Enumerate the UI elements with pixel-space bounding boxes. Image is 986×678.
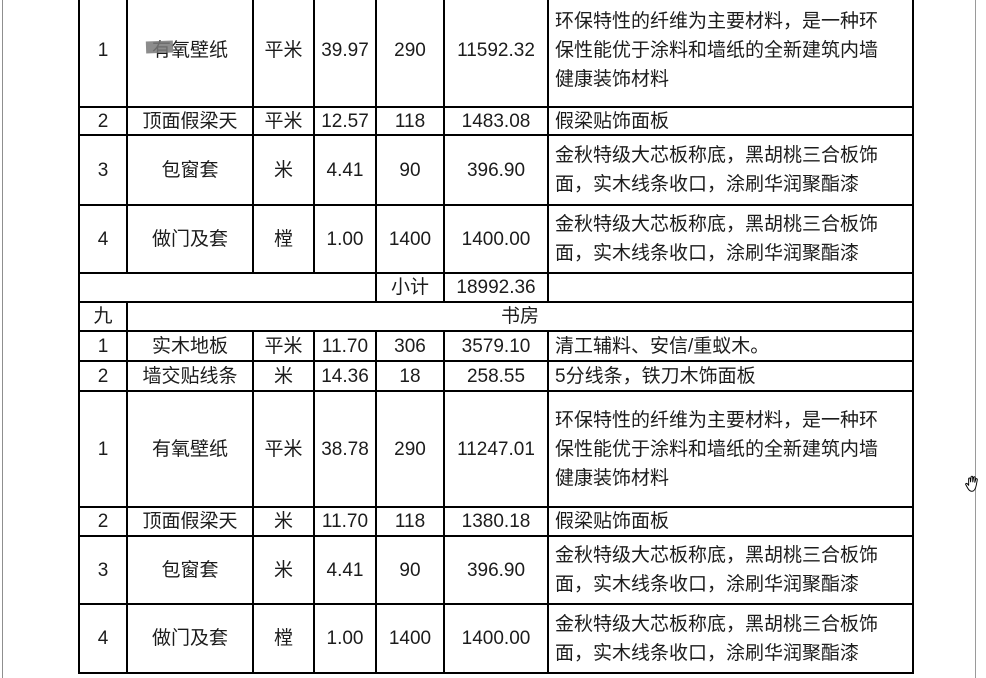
- unit-price-cell[interactable]: 18: [377, 362, 443, 390]
- amount-cell[interactable]: 11592.32: [445, 0, 547, 106]
- quantity-cell[interactable]: 39.97: [315, 0, 375, 106]
- item-name-cell[interactable]: 做门及套: [128, 206, 252, 272]
- item-name-cell[interactable]: 包窗套: [128, 537, 252, 603]
- unit-price-cell[interactable]: 118: [377, 508, 443, 535]
- amount-cell[interactable]: 1400.00: [445, 206, 547, 272]
- unit-price-cell[interactable]: 90: [377, 136, 443, 204]
- row-number-cell[interactable]: 2: [80, 508, 126, 535]
- description-cell[interactable]: 环保特性的纤维为主要材料，是一种环 保性能优于涂料和墙纸的全新建筑内墙 健康装饰…: [549, 0, 912, 106]
- subtotal-remark-cell[interactable]: [549, 274, 912, 301]
- item-name-cell[interactable]: 有氧壁纸: [128, 392, 252, 506]
- page-edge-left: [2, 0, 3, 678]
- section-title-cell[interactable]: 书房: [128, 303, 912, 330]
- unit-price-cell[interactable]: 306: [377, 332, 443, 360]
- row-number-cell[interactable]: 1: [80, 0, 126, 106]
- page-edge-right: [975, 0, 976, 678]
- amount-cell[interactable]: 258.55: [445, 362, 547, 390]
- amount-cell[interactable]: 1380.18: [445, 508, 547, 535]
- row-number-cell[interactable]: 4: [80, 605, 126, 672]
- amount-cell[interactable]: 11247.01: [445, 392, 547, 506]
- grab-hand-cursor-icon: [965, 475, 978, 492]
- description-cell[interactable]: 金秋特级大芯板称底，黑胡桃三合板饰 面，实木线条收口，涂刷华润聚酯漆: [549, 136, 912, 204]
- item-name-cell[interactable]: 实木地板: [128, 332, 252, 360]
- section-number-cell[interactable]: 九: [80, 303, 126, 330]
- row-number-cell[interactable]: 2: [80, 108, 126, 134]
- description-cell[interactable]: 假梁贴饰面板: [549, 108, 912, 134]
- quantity-cell[interactable]: 4.41: [315, 537, 375, 603]
- selection-highlight: [145, 40, 174, 54]
- description-cell[interactable]: 假梁贴饰面板: [549, 508, 912, 535]
- row-number-cell[interactable]: 2: [80, 362, 126, 390]
- amount-cell[interactable]: 396.90: [445, 136, 547, 204]
- unit-price-cell[interactable]: 118: [377, 108, 443, 134]
- unit-cell[interactable]: 米: [254, 362, 313, 390]
- unit-price-cell[interactable]: 90: [377, 537, 443, 603]
- description-cell[interactable]: 金秋特级大芯板称底，黑胡桃三合板饰 面，实木线条收口，涂刷华润聚酯漆: [549, 605, 912, 672]
- item-name-cell[interactable]: 顶面假梁天: [128, 108, 252, 134]
- unit-cell[interactable]: 平米: [254, 108, 313, 134]
- amount-cell[interactable]: 396.90: [445, 537, 547, 603]
- subtotal-empty-cell[interactable]: [80, 274, 375, 301]
- description-cell[interactable]: 5分线条，铁刀木饰面板: [549, 362, 912, 390]
- description-cell[interactable]: 金秋特级大芯板称底，黑胡桃三合板饰 面，实木线条收口，涂刷华润聚酯漆: [549, 537, 912, 603]
- unit-cell[interactable]: 平米: [254, 332, 313, 360]
- amount-cell[interactable]: 3579.10: [445, 332, 547, 360]
- quantity-cell[interactable]: 14.36: [315, 362, 375, 390]
- description-cell[interactable]: 清工辅料、安信/重蚁木。: [549, 332, 912, 360]
- item-name-cell[interactable]: 顶面假梁天: [128, 508, 252, 535]
- item-name-cell[interactable]: 包窗套: [128, 136, 252, 204]
- unit-cell[interactable]: 平米: [254, 392, 313, 506]
- unit-cell[interactable]: 米: [254, 136, 313, 204]
- unit-cell[interactable]: 平米: [254, 0, 313, 106]
- item-name-cell[interactable]: 做门及套: [128, 605, 252, 672]
- quantity-cell[interactable]: 11.70: [315, 332, 375, 360]
- row-number-cell[interactable]: 3: [80, 136, 126, 204]
- amount-cell[interactable]: 1483.08: [445, 108, 547, 134]
- unit-price-cell[interactable]: 1400: [377, 605, 443, 672]
- description-cell[interactable]: 环保特性的纤维为主要材料，是一种环 保性能优于涂料和墙纸的全新建筑内墙 健康装饰…: [549, 392, 912, 506]
- quantity-cell[interactable]: 11.70: [315, 508, 375, 535]
- unit-cell[interactable]: 米: [254, 537, 313, 603]
- description-cell[interactable]: 金秋特级大芯板称底，黑胡桃三合板饰 面，实木线条收口，涂刷华润聚酯漆: [549, 206, 912, 272]
- subtotal-amount-cell[interactable]: 18992.36: [445, 274, 547, 301]
- amount-cell[interactable]: 1400.00: [445, 605, 547, 672]
- row-number-cell[interactable]: 1: [80, 332, 126, 360]
- subtotal-label-cell[interactable]: 小计: [377, 274, 443, 301]
- unit-cell[interactable]: 樘: [254, 206, 313, 272]
- row-number-cell[interactable]: 3: [80, 537, 126, 603]
- quantity-cell[interactable]: 1.00: [315, 206, 375, 272]
- row-number-cell[interactable]: 1: [80, 392, 126, 506]
- quotation-table: 1 有氧壁纸 平米 39.97 290 11592.32 环保特性的纤维为主要材料，是一种环…: [78, 0, 914, 674]
- quantity-cell[interactable]: 12.57: [315, 108, 375, 134]
- quantity-cell[interactable]: 4.41: [315, 136, 375, 204]
- unit-price-cell[interactable]: 290: [377, 0, 443, 106]
- unit-price-cell[interactable]: 290: [377, 392, 443, 506]
- row-number-cell[interactable]: 4: [80, 206, 126, 272]
- item-name-cell[interactable]: 墙交贴线条: [128, 362, 252, 390]
- quantity-cell[interactable]: 38.78: [315, 392, 375, 506]
- quantity-cell[interactable]: 1.00: [315, 605, 375, 672]
- unit-cell[interactable]: 米: [254, 508, 313, 535]
- unit-price-cell[interactable]: 1400: [377, 206, 443, 272]
- unit-cell[interactable]: 樘: [254, 605, 313, 672]
